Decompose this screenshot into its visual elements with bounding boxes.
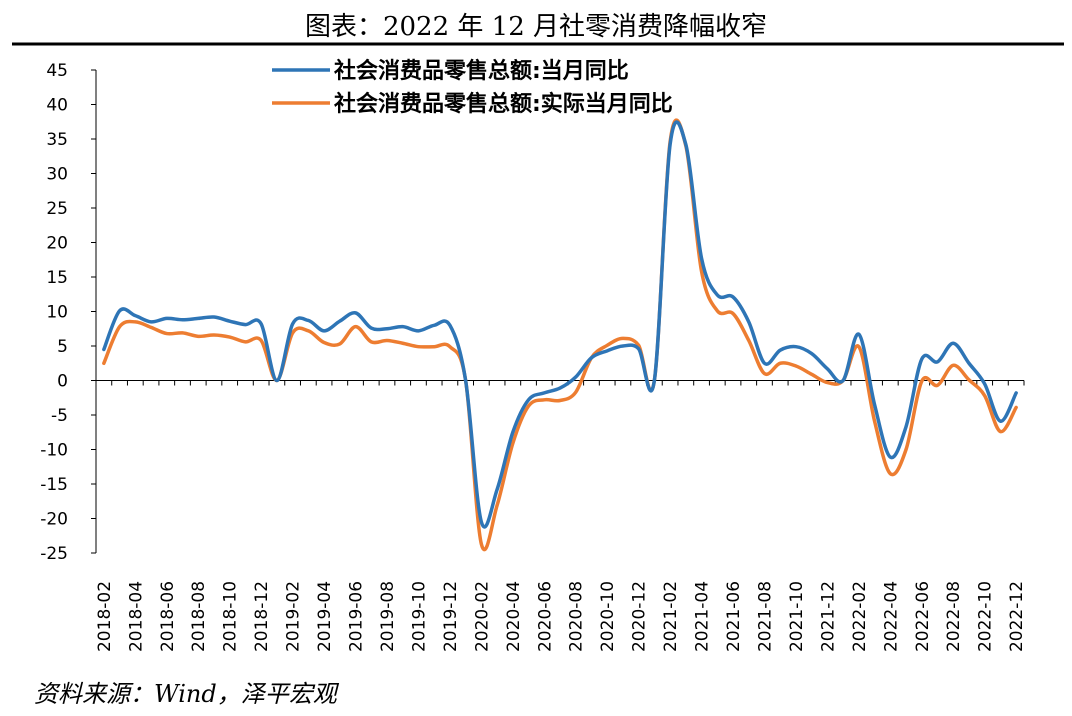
x-tick-label: 2018-06 [158,581,178,652]
x-tick-label: 2020-12 [630,581,650,652]
x-tick-label: 2020-08 [567,581,587,652]
source-note: 资料来源：Wind，泽平宏观 [34,680,337,708]
x-tick-label: 2019-02 [284,581,304,652]
x-tick-label: 2022-08 [944,581,964,652]
x-tick-label: 2018-10 [221,581,241,652]
x-tick-label: 2019-04 [315,581,335,652]
x-tick-label: 2018-02 [95,581,115,652]
legend-label: 社会消费品零售总额:当月同比 [334,58,629,84]
x-tick-label: 2021-10 [787,581,807,652]
y-tick-label: 35 [46,130,68,150]
y-tick-label: 10 [46,303,68,323]
x-tick-label: 2019-12 [441,581,461,652]
y-tick-label: 5 [57,337,68,357]
x-tick-label: 2021-02 [661,581,681,652]
x-tick-label: 2022-02 [850,581,870,652]
axes: 45 40 35 30 25 20 15 10 5 0 -5 -10 -15 -20 -25 2018-02 2… [40,61,1027,652]
x-tick-label: 2020-06 [535,581,555,652]
x-tick-label: 2018-08 [189,581,209,652]
x-tick-label: 2020-10 [598,581,618,652]
series-layer [102,118,1018,552]
y-tick-label: -25 [40,544,68,564]
y-tick-label: 40 [46,96,68,116]
x-tick-label: 2021-08 [755,581,775,652]
y-tick-label: -20 [40,510,68,530]
x-tick-label: 2019-08 [378,581,398,652]
x-tick-label: 2021-06 [724,581,744,652]
series-line-nominal [102,120,1018,529]
chart-title: 图表：2022 年 12 月社零消费降幅收窄 [304,12,768,42]
x-tick-label: 2022-06 [913,581,933,652]
series-line-real [102,118,1018,552]
x-tick-label: 2018-04 [126,581,146,652]
y-tick-label: 25 [46,199,68,219]
y-tick-label: -15 [40,475,68,495]
legend-label: 社会消费品零售总额:实际当月同比 [334,91,673,117]
y-tick-label: 30 [46,165,68,185]
y-tick-label: 0 [57,372,68,392]
x-tick-label: 2021-12 [818,581,838,652]
y-tick-label: 45 [46,61,68,81]
y-tick-label: -10 [40,441,68,461]
x-tick-label: 2022-12 [1007,581,1027,652]
x-tick-label: 2021-04 [693,581,713,652]
line-chart: 45 40 35 30 25 20 15 10 5 0 -5 -10 -15 -20 -25 2018-02 2… [12,42,1064,652]
y-tick-label: 15 [46,268,68,288]
y-tick-label: 20 [46,234,68,254]
x-tick-label: 2022-04 [881,581,901,652]
x-tick-label: 2018-12 [252,581,272,652]
x-tick-label: 2020-02 [472,581,492,652]
x-tick-label: 2020-04 [504,581,524,652]
y-tick-label: -5 [51,406,68,426]
x-tick-label: 2022-10 [976,581,996,652]
x-tick-label: 2019-06 [347,581,367,652]
x-tick-label: 2019-10 [409,581,429,652]
